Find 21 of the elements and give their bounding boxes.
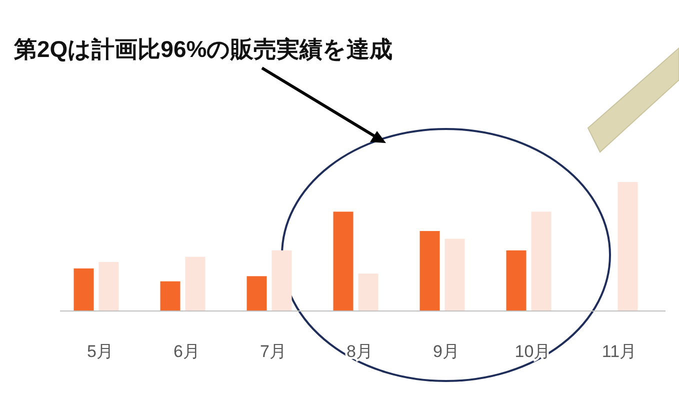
chart-title: 第2Qは計画比96%の販売実績を達成 [13,36,393,62]
bar [246,276,267,311]
x-tick-label: 8月 [346,342,373,361]
bar [333,212,354,311]
x-tick-label: 6月 [174,342,200,361]
bar [531,212,552,311]
x-tick-label: 5月 [87,342,114,361]
bar [185,256,206,311]
x-tick-label: 7月 [260,342,286,361]
x-tick-label: 11月 [602,342,637,361]
bar [272,250,292,311]
bar [444,238,465,311]
bar [160,281,180,311]
x-tick-label: 10月 [514,342,551,361]
bar [506,250,526,311]
bar [358,274,378,311]
bar [420,231,440,311]
bar [98,262,119,311]
bar [74,268,94,311]
bar [618,182,638,311]
x-tick-label: 9月 [433,342,460,361]
